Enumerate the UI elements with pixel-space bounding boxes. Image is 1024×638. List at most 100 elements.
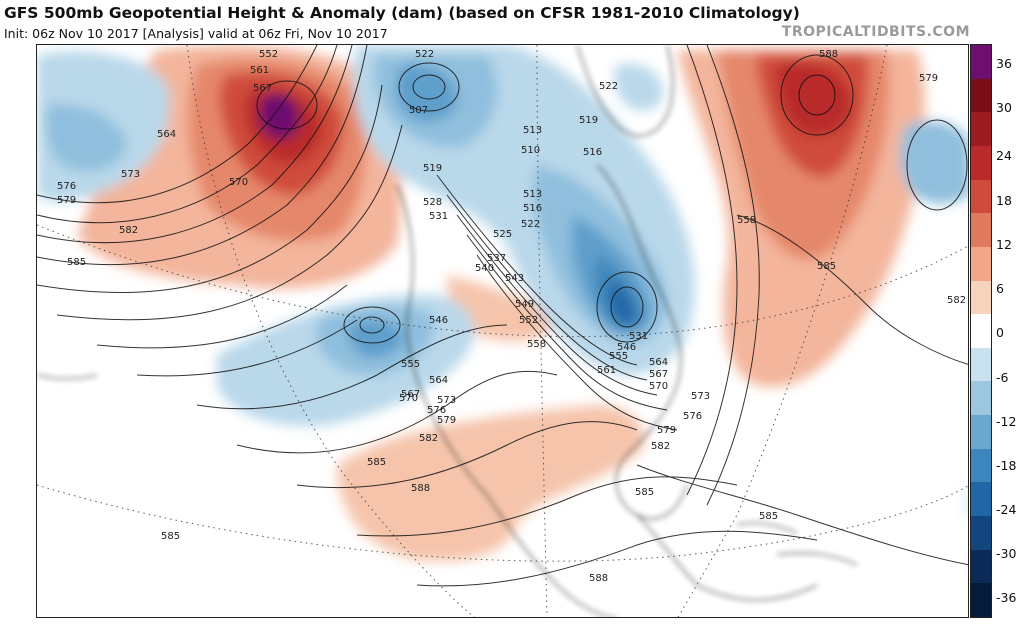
contour-label: 579 [437,415,456,426]
contour-label: 564 [157,129,176,140]
colorbar-segment [971,45,991,80]
graticule [37,45,968,617]
contour-label: 528 [423,197,442,208]
contour-label: 558 [527,339,546,350]
contour-label: 546 [429,315,448,326]
contour-label: 555 [401,359,420,370]
contour-label: 519 [423,163,442,174]
brand-watermark: TROPICALTIDBITS.COM [781,24,970,40]
contour-label: 537 [487,253,506,264]
colorbar-segment [971,448,991,483]
contour-label: 585 [817,261,836,272]
contour-label: 576 [427,405,446,416]
contour-label: 573 [121,169,140,180]
colorbar-tick-label: -18 [996,458,1017,473]
contour-label: 507 [409,105,428,116]
contour-label: 570 [399,393,418,404]
contour-label: 513 [523,189,542,200]
contour-label: 531 [429,211,448,222]
colorbar-segment [971,78,991,113]
height-contours [37,45,968,587]
colorbar-tick-label: -24 [996,502,1017,517]
contour-label: 570 [229,177,248,188]
contour-label: 573 [691,391,710,402]
contour-label: 564 [649,357,668,368]
max-anomaly-core [259,93,300,139]
positive-anomaly-south [337,405,645,562]
map-canvas: 5525615675645705735765795825855075225225… [37,45,968,617]
colorbar-segment [971,516,991,551]
colorbar [970,44,992,618]
contour-label: 522 [521,219,540,230]
contour-label: 552 [519,315,538,326]
contour-label: 585 [367,457,386,468]
anomaly-map: 552 561 567 564 570 573 576 579 582 585 507 522 522 5… [36,44,969,618]
contour-label: 576 [57,181,76,192]
colorbar-segment [971,583,991,618]
contour-label: 543 [505,273,524,284]
contour-label: 570 [649,381,668,392]
contour-label: 561 [250,65,269,76]
contour-label: 585 [67,257,86,268]
colorbar-segment [971,112,991,147]
colorbar-segment [971,280,991,315]
contour-label: 567 [649,369,668,380]
colorbar-tick-label: 30 [996,100,1012,115]
contour-label: 579 [657,425,676,436]
map-subtitle: Init: 06z Nov 10 2017 [Analysis] valid a… [4,26,388,41]
anomaly-shading [37,45,968,562]
contour-label: 573 [437,395,456,406]
contour-label: 558 [737,215,756,226]
contour-label: 588 [819,49,838,60]
colorbar-segment [971,381,991,416]
contour-label: 582 [419,433,438,444]
contour-label: 567 [253,83,272,94]
contour-label: 546 [617,342,636,353]
contour-label: 555 [609,351,628,362]
contour-label: 510 [521,145,540,156]
contour-label-group: 5525615675645705735765795825855075225225… [57,49,966,584]
contour-label: 582 [119,225,138,236]
contour-label: 519 [579,115,598,126]
contour-label: 525 [493,229,512,240]
colorbar-segment [971,415,991,450]
colorbar-tick-label: -12 [996,414,1017,429]
contour-label: 531 [629,331,648,342]
colorbar-tick-label: 6 [996,281,1004,296]
colorbar-tick-label: -36 [996,590,1017,605]
colorbar-segment [971,314,991,349]
contour-label: 588 [411,483,430,494]
contour-label: 567 [401,389,420,400]
contour-label: 579 [919,73,938,84]
contour-label: 576 [683,411,702,422]
contour-label: 516 [523,203,542,214]
contour-label: 585 [759,511,778,522]
colorbar-segment [971,482,991,517]
colorbar-tick-label: 18 [996,193,1012,208]
contour-label: 549 [515,299,534,310]
colorbar-tick-label: -6 [996,370,1009,385]
contour-label: 561 [597,365,616,376]
colorbar-tick-label: 24 [996,148,1012,163]
contour-label: 579 [57,195,76,206]
colorbar-tick-label: -30 [996,546,1017,561]
colorbar-segment [971,145,991,181]
colorbar-segment [971,246,991,282]
contour-label: 522 [599,81,618,92]
colorbar-segment [971,347,991,382]
colorbar-tick-label: 12 [996,237,1012,252]
colorbar-segment [971,213,991,248]
contour-label: 513 [523,125,542,136]
contour-label: 564 [429,375,448,386]
contour-label: 516 [583,147,602,158]
negative-anomaly-east-atlantic [900,121,968,204]
contour-label: 585 [161,531,180,542]
colorbar-segment [971,549,991,584]
contour-label: 582 [947,295,966,306]
contour-label: 522 [415,49,434,60]
contour-label: 540 [475,263,494,274]
contour-label: 582 [651,441,670,452]
contour-label: 588 [589,573,608,584]
map-title: GFS 500mb Geopotential Height & Anomaly … [4,4,800,22]
contour-label: 552 [259,49,278,60]
